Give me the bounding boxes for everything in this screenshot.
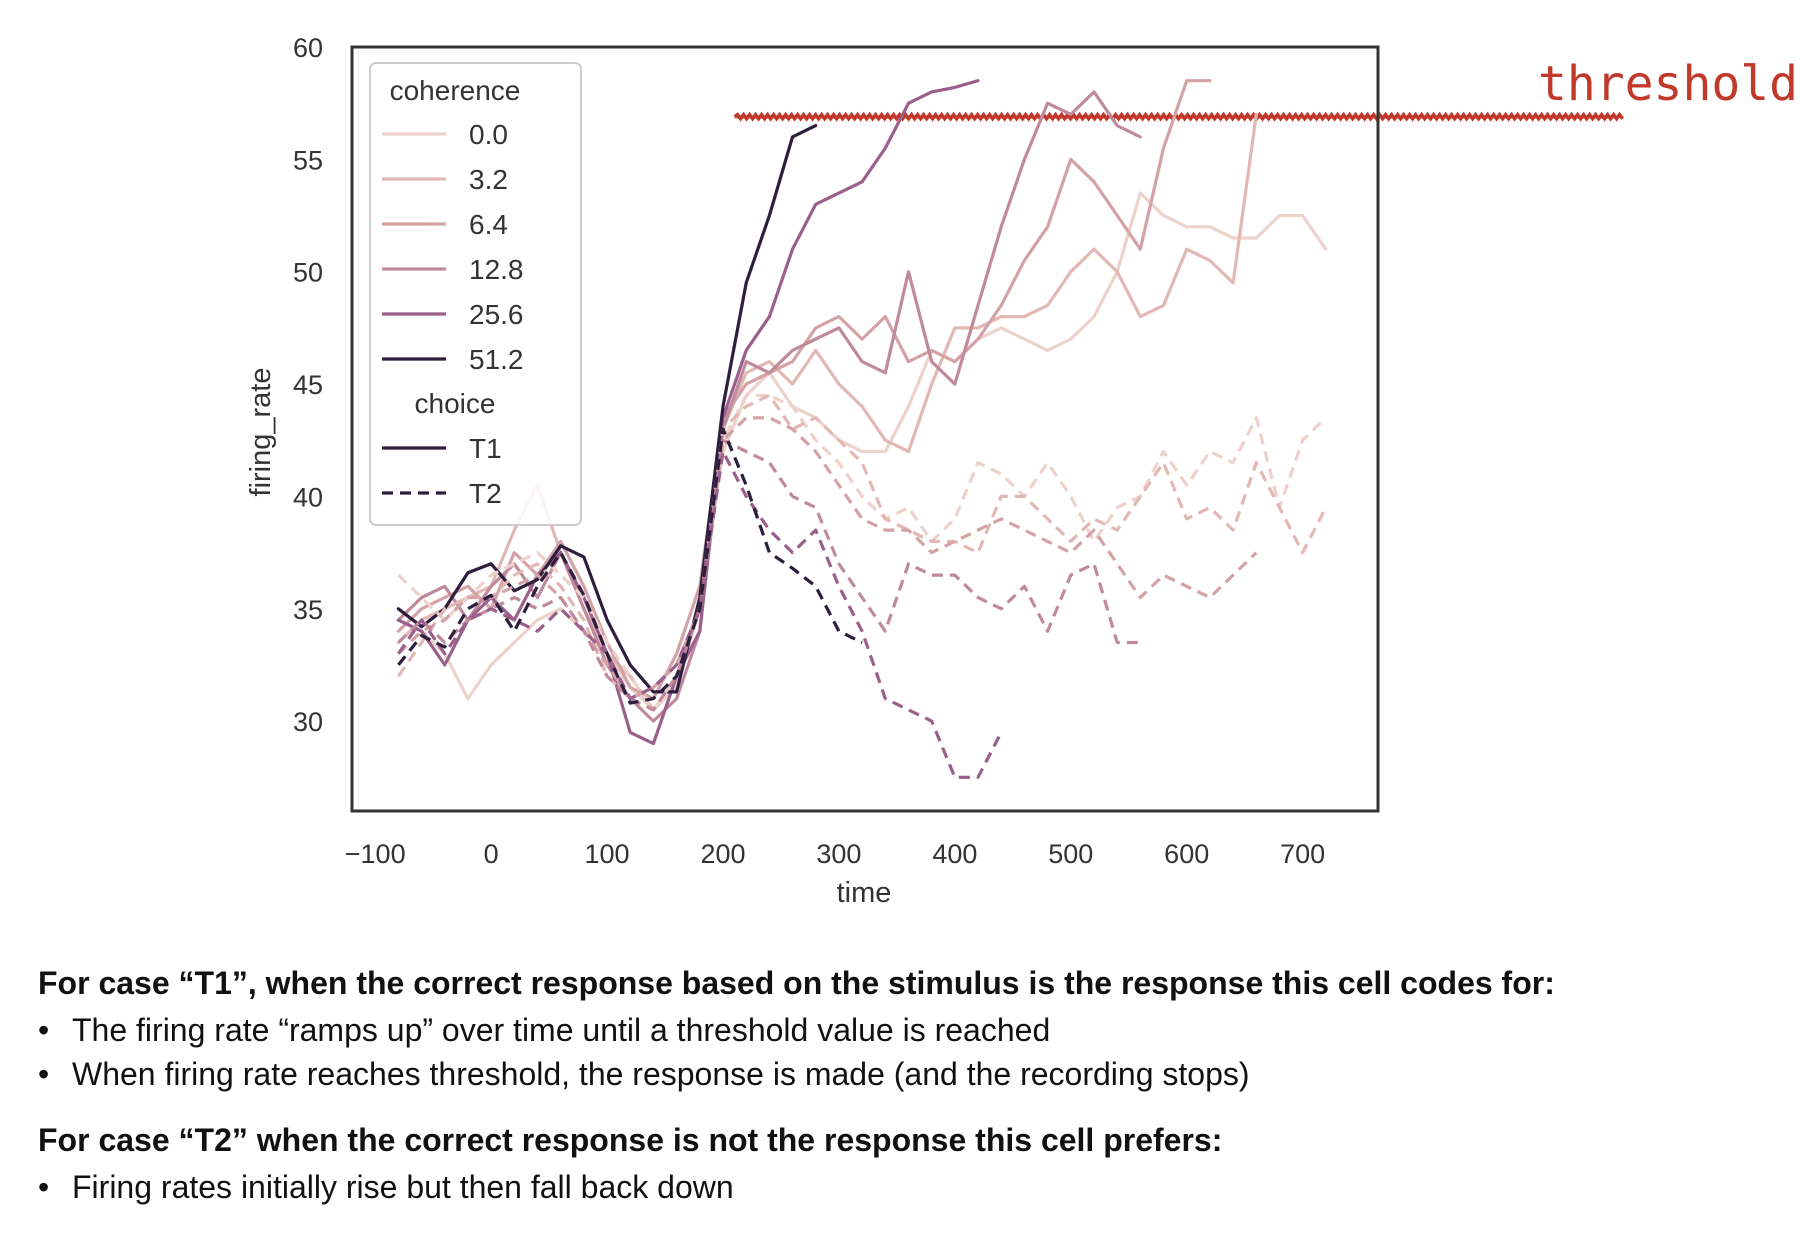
note-bullet-list: • Firing rates initially rise but then fa… xyxy=(38,1165,1778,1209)
y-tick-label: 50 xyxy=(293,258,323,288)
bullet-marker: • xyxy=(38,1056,50,1092)
legend: coherence 0.0 3.2 6.4 12.8 25.6 51.2 choice T1 T2 xyxy=(369,62,582,526)
series-line-0-0-t2 xyxy=(397,393,1327,712)
note-bullet-text: When firing rate reaches threshold, the … xyxy=(72,1056,1250,1092)
series-line-25-6-t2 xyxy=(397,449,1003,779)
series-layer xyxy=(396,79,1328,779)
note-bullet: • When firing rate reaches threshold, the… xyxy=(38,1052,1778,1096)
series-line-51-2-t1 xyxy=(396,123,818,694)
y-axis-ticks: 30 35 40 45 50 55 60 xyxy=(293,33,323,737)
x-tick-label: 500 xyxy=(1048,839,1093,869)
note-heading: For case “T2” when the correct response … xyxy=(38,1122,1223,1158)
series-line-25-6-t1 xyxy=(396,79,980,746)
y-axis-label: firing_rate xyxy=(245,368,277,497)
x-tick-label: 200 xyxy=(700,839,745,869)
legend-title-choice: choice xyxy=(415,388,496,419)
y-tick-label: 60 xyxy=(293,33,323,63)
x-tick-label: 0 xyxy=(484,839,499,869)
x-axis-label: time xyxy=(837,877,892,909)
x-tick-label: −100 xyxy=(345,839,406,869)
chart: threshold −100 0 100 200 300 400 500 600 700 303… xyxy=(245,33,1798,909)
series-line-51-2-t2 xyxy=(397,427,863,705)
y-tick-label: 45 xyxy=(293,370,323,400)
y-tick-label: 35 xyxy=(293,595,323,625)
legend-label-0-0: 0.0 xyxy=(469,119,508,150)
note-bullet-text: Firing rates initially rise but then fal… xyxy=(72,1169,734,1205)
x-tick-label: 100 xyxy=(585,839,630,869)
note-bullet: • The firing rate “ramps up” over time un… xyxy=(38,1008,1778,1052)
legend-label-25-6: 25.6 xyxy=(469,299,524,330)
x-tick-label: 300 xyxy=(816,839,861,869)
legend-label-t1: T1 xyxy=(469,433,502,464)
legend-label-12-8: 12.8 xyxy=(469,254,524,285)
y-tick-label: 55 xyxy=(293,145,323,175)
series-line-0-0-t1 xyxy=(396,191,1328,712)
threshold-label: threshold xyxy=(1538,56,1798,112)
y-tick-label: 40 xyxy=(293,482,323,512)
x-tick-label: 700 xyxy=(1280,839,1325,869)
legend-label-51-2: 51.2 xyxy=(469,344,524,375)
x-tick-label: 600 xyxy=(1164,839,1209,869)
legend-label-6-4: 6.4 xyxy=(469,209,508,240)
plot-frame xyxy=(350,45,1380,813)
note-bullet: • Firing rates initially rise but then fa… xyxy=(38,1165,1778,1209)
note-block: For case “T1”, when the correct response… xyxy=(38,965,1778,1096)
bullet-marker: • xyxy=(38,1012,50,1048)
threshold-annotation: threshold xyxy=(733,56,1798,122)
legend-label-t2: T2 xyxy=(469,478,502,509)
note-bullet-text: The firing rate “ramps up” over time unt… xyxy=(72,1012,1051,1048)
note-block: For case “T2” when the correct response … xyxy=(38,1122,1778,1209)
legend-label-3-2: 3.2 xyxy=(469,164,508,195)
y-tick-label: 30 xyxy=(293,707,323,737)
x-tick-label: 400 xyxy=(932,839,977,869)
x-axis-ticks: −100 0 100 200 300 400 500 600 700 xyxy=(345,839,1325,869)
series-line-12-8-t1 xyxy=(396,90,1142,723)
series-line-3-2-t2 xyxy=(397,393,1328,701)
note-bullet-list: • The firing rate “ramps up” over time un… xyxy=(38,1008,1778,1096)
bullet-marker: • xyxy=(38,1169,50,1205)
notes: For case “T1”, when the correct response… xyxy=(38,965,1778,1209)
threshold-line xyxy=(733,111,1624,122)
note-heading: For case “T1”, when the correct response… xyxy=(38,965,1555,1001)
legend-title-coherence: coherence xyxy=(390,75,521,106)
